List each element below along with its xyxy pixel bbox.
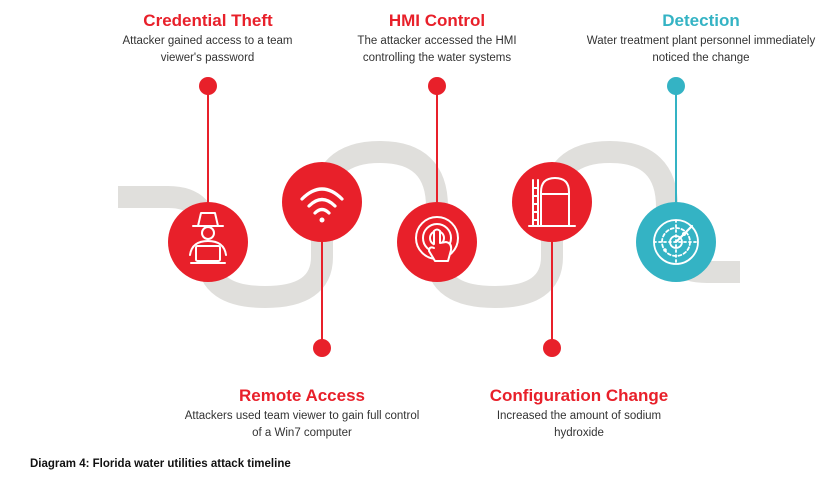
step-title: HMI Control: [388, 11, 486, 30]
step-title: Credential Theft: [143, 11, 273, 30]
dot-configuration-change: [543, 339, 561, 357]
step-hmi-control: HMI Control The attacker accessed the HM…: [312, 11, 562, 67]
step-title: Configuration Change: [489, 386, 669, 405]
node-configuration-change: [512, 162, 592, 242]
node-detection: [636, 202, 716, 282]
touch-hand-icon: [415, 216, 459, 262]
storage-tank-icon: [528, 177, 576, 227]
diagram-caption: Diagram 4: Florida water utilities attac…: [30, 458, 291, 470]
wifi-icon: [300, 187, 344, 223]
dot-detection: [667, 77, 685, 95]
step-title: Detection: [662, 11, 740, 30]
step-title: Remote Access: [239, 386, 365, 405]
step-configuration-change: Configuration Change Increased the amoun…: [454, 386, 704, 442]
radar-icon: [653, 219, 699, 265]
step-description: Attackers used team viewer to gain full …: [184, 410, 420, 439]
step-description: Attacker gained access to a team viewer'…: [122, 35, 293, 64]
step-description: The attacker accessed the HMI controllin…: [357, 35, 517, 64]
node-remote-access: [282, 162, 362, 242]
step-remote-access: Remote Access Attackers used team viewer…: [177, 386, 427, 442]
dot-remote-access: [313, 339, 331, 357]
step-credential-theft: Credential Theft Attacker gained access …: [83, 11, 333, 67]
dot-credential-theft: [199, 77, 217, 95]
node-hmi-control: [397, 202, 477, 282]
dot-hmi-control: [428, 77, 446, 95]
hacker-laptop-icon: [189, 212, 227, 264]
step-description: Water treatment plant personnel immediat…: [586, 35, 816, 64]
node-credential-theft: [168, 202, 248, 282]
step-detection: Detection Water treatment plant personne…: [581, 11, 821, 67]
step-description: Increased the amount of sodium hydroxide: [496, 410, 662, 439]
